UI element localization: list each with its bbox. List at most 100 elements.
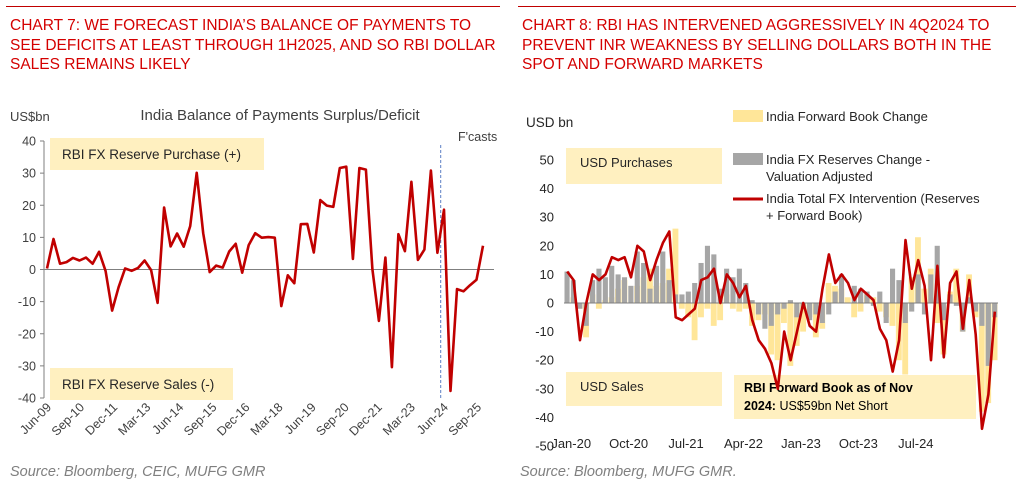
- reserves-bar: [941, 303, 947, 321]
- x-tick: Dec-11: [83, 400, 121, 438]
- purchase-box: RBI FX Reserve Purchase (+): [50, 138, 264, 170]
- legend-reserves-1: India FX Reserves Change -: [766, 152, 930, 167]
- y-tick-label: -50: [535, 439, 554, 454]
- forward-bar: [889, 303, 896, 326]
- y-axis-unit: US$bn: [10, 109, 50, 124]
- reserves-bar: [647, 288, 653, 303]
- x-tick-labels: Jan-20 Oct-20 Jul-21 Apr-22 Jan-23 Oct-23 Jul-…: [551, 436, 933, 451]
- x-tick-label: Dec-16: [214, 400, 252, 438]
- forward-bar: [691, 303, 698, 341]
- sales-box-bg: [50, 368, 233, 400]
- forward-bar: [978, 303, 985, 412]
- top-rule: [518, 6, 1016, 7]
- forward-bar: [876, 303, 883, 312]
- purchase-box-bg: [50, 138, 264, 170]
- legend-forward: India Forward Book Change: [766, 109, 928, 124]
- reserves-bar: [902, 303, 908, 324]
- reserves-bar: [590, 280, 596, 303]
- reserves-bar: [762, 303, 768, 329]
- forward-bar: [768, 303, 775, 355]
- forward-book-note-date: 2024:: [744, 399, 776, 413]
- y-tick-label: 20: [22, 199, 36, 213]
- forward-bar: [717, 303, 724, 321]
- purchase-box-label: RBI FX Reserve Purchase (+): [62, 147, 241, 162]
- chart-8-panel: CHART 8: RBI HAS INTERVENED AGGRESSIVELY…: [512, 0, 1022, 495]
- x-tick-label: Jan-20: [551, 436, 591, 451]
- y-tick-label: 30: [540, 210, 554, 225]
- reserves-bar: [832, 291, 838, 303]
- forward-bar: [736, 303, 743, 312]
- reserves-bar: [628, 285, 634, 303]
- legend-total-1: India Total FX Intervention (Reserves: [766, 191, 980, 206]
- reserves-bar: [596, 268, 602, 303]
- x-tick-label: Jan-23: [781, 436, 821, 451]
- forward-bar: [857, 303, 864, 312]
- forecast-label: F'casts: [458, 130, 497, 144]
- reserves-bar: [609, 265, 615, 303]
- forward-book-note: RBI Forward Book as of Nov 2024: US$59bn…: [734, 375, 976, 419]
- reserves-bar: [602, 277, 608, 303]
- reserves-bar: [953, 303, 959, 306]
- forward-bar: [844, 297, 851, 303]
- purchases-box: USD Purchases: [566, 148, 722, 184]
- reserves-bar: [813, 303, 819, 315]
- x-tick: Mar-13: [115, 400, 153, 438]
- x-tick-label: Jul-24: [898, 436, 933, 451]
- forward-bar: [902, 303, 909, 375]
- reserves-bar: [736, 268, 742, 303]
- x-tick: Jun-24: [414, 400, 451, 437]
- purchases-box-bg: [566, 148, 722, 184]
- y-tick-label: -20: [18, 327, 36, 341]
- reserves-bar: [928, 274, 934, 303]
- reserves-bar: [851, 285, 857, 303]
- chart-8-source: Source: Bloomberg, MUFG GMR.: [520, 464, 737, 480]
- reserves-bar: [583, 303, 589, 326]
- chart-8-title: CHART 8: RBI HAS INTERVENED AGGRESSIVELY…: [522, 17, 992, 73]
- x-tick: Sep-25: [446, 400, 484, 438]
- y-tick-label: 0: [547, 296, 554, 311]
- forward-bar: [934, 303, 941, 324]
- forward-bar: [685, 303, 692, 318]
- sales-box-label: USD Sales: [580, 379, 644, 394]
- x-tick-label: Jun-14: [149, 400, 186, 437]
- forward-bar: [908, 277, 915, 303]
- reserves-bar: [787, 300, 793, 303]
- y-tick-label: -10: [18, 295, 36, 309]
- y-tick-label: -10: [535, 324, 554, 339]
- forward-bar: [940, 303, 947, 355]
- forward-bar: [800, 303, 807, 332]
- legend-swatch-reserves: [733, 153, 763, 165]
- reserves-bar: [768, 303, 774, 326]
- reserves-bar: [807, 303, 813, 321]
- y-tick-label: 10: [540, 267, 554, 282]
- y-tick-label: 30: [22, 167, 36, 181]
- reserves-bar: [743, 282, 749, 303]
- purchases-box-label: USD Purchases: [580, 155, 673, 170]
- chart-7-source: Source: Bloomberg, CEIC, MUFG GMR: [10, 464, 266, 480]
- x-tick-label: Apr-22: [724, 436, 763, 451]
- reserves-bar: [666, 280, 672, 303]
- y-tick-label: 10: [22, 231, 36, 245]
- reserves-bar: [564, 271, 570, 303]
- legend-total-2: + Forward Book): [766, 208, 862, 223]
- reserves-bar: [890, 268, 896, 303]
- total-intervention-line: [566, 230, 997, 431]
- legend-swatch-forward: [733, 110, 763, 122]
- y-tick-label: 40: [22, 135, 36, 149]
- y-tick-label: -30: [535, 381, 554, 396]
- forward-bar: [812, 303, 819, 338]
- y-tick-labels: -40 -30 -20 -10 0 10 20 30 40: [18, 135, 36, 406]
- forward-book-note-bg: [734, 375, 976, 419]
- reserves-bar: [679, 294, 685, 303]
- reserves-bar: [570, 280, 576, 303]
- x-tick-label: Sep-20: [313, 400, 351, 438]
- forward-book-note-line1: RBI Forward Book as of Nov: [744, 381, 913, 395]
- x-tick: Mar-18: [248, 400, 286, 438]
- y-tick-label: -40: [18, 392, 36, 406]
- y-tick-label: -30: [18, 359, 36, 373]
- y-tick-labels: -50 -40 -30 -20 -10 0 10 20 30 40 50: [535, 153, 554, 454]
- y-tick-label: -20: [535, 353, 554, 368]
- forward-book-note-line2: 2024: US$59bn Net Short: [744, 399, 888, 413]
- forward-bar: [729, 303, 736, 309]
- x-tick-label: Oct-20: [609, 436, 648, 451]
